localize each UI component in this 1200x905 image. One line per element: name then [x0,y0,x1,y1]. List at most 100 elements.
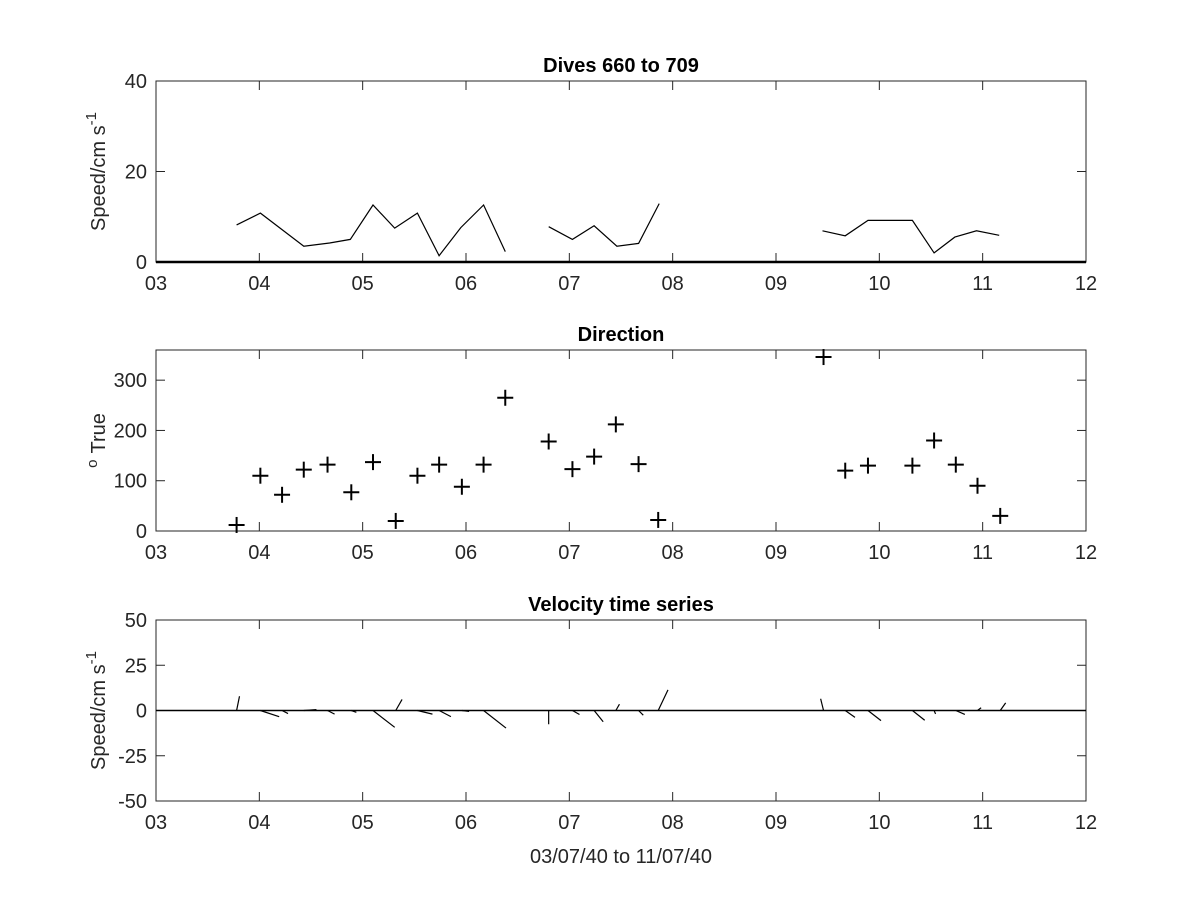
x-tick-label: 08 [662,273,684,295]
velocity-stick [327,709,335,715]
speed-line-segment [236,203,506,257]
velocity-stick [955,709,966,716]
x-tick-label: 09 [765,812,787,834]
x-tick-label: 09 [765,542,787,564]
y-axis-label: Speed/cm s-1 [83,651,110,770]
velocity-stick [844,710,856,718]
direction-marker [343,484,360,501]
velocity-stick [638,710,644,716]
y-axis-label-main: Speed/cm s [88,125,110,231]
x-tick-label: 04 [248,273,270,295]
velocity-stick [372,710,396,728]
x-tick-label: 04 [248,812,270,834]
x-tick-label: 09 [765,273,787,295]
speed-line-segment [822,219,1000,254]
x-tick-label: 03 [145,812,167,834]
velocity-stick [912,710,926,721]
x-tick-label: 03 [145,273,167,295]
y-tick-label: -25 [118,746,147,768]
y-tick-label: 300 [114,370,147,392]
direction-marker [926,432,943,449]
y-axis-label-main: True [88,413,110,453]
direction-marker [228,516,245,533]
x-tick-label: 08 [662,542,684,564]
direction-marker [630,456,647,473]
x-tick-label: 06 [455,273,477,295]
velocity-stick [483,710,507,729]
x-tick-label: 04 [248,542,270,564]
direction-marker [650,511,667,528]
y-tick-label: 50 [125,610,147,632]
direction-marker [409,467,426,484]
y-tick-label: 40 [125,71,147,93]
x-tick-label: 07 [558,273,580,295]
x-tick-label: 06 [455,812,477,834]
x-tick-label: 05 [352,812,374,834]
speed-line-segment [548,203,660,247]
panel-3: 03 04 05 06 07 08 09 10 11 12 -50 -25 0 25 50 Velocity … [83,594,1097,868]
velocity-stick [395,699,403,711]
velocity-stick [303,708,317,712]
x-tick-label: 10 [868,542,890,564]
y-tick-label: 0 [136,521,147,543]
velocity-stick [820,698,825,711]
direction-marker [497,389,514,406]
direction-marker [992,507,1009,524]
panel-2: 03 04 05 06 07 08 09 10 11 12 0 100 200 300 Direction o… [84,324,1097,564]
direction-marker [475,456,492,473]
y-tick-label: -50 [118,791,147,813]
direction-marker [607,416,624,433]
y-tick-label: 25 [125,655,147,677]
x-tick-label: 07 [558,542,580,564]
x-tick-label: 12 [1075,542,1097,564]
x-tick-label: 07 [558,812,580,834]
x-tick-label: 11 [972,273,993,295]
velocity-stick [593,710,604,723]
panel-title: Velocity time series [528,594,714,616]
axes-box [155,349,1087,532]
x-tick-label: 06 [455,542,477,564]
velocity-stick [657,689,669,711]
direction-marker [319,456,336,473]
velocity-stick [281,709,289,715]
x-axis-label: 03/07/40 to 11/07/40 [530,846,712,868]
velocity-stick [351,709,357,713]
x-tick-label: 11 [972,812,993,834]
panel-title: Dives 660 to 709 [543,55,699,77]
direction-marker [837,462,854,479]
y-tick-label: 0 [136,701,147,723]
direction-marker [540,433,557,450]
velocity-stick [977,707,982,711]
axes-box [155,80,1087,263]
velocity-stick [572,709,580,716]
panel-title: Direction [578,324,665,346]
velocity-stick [260,709,280,718]
x-tick-label: 10 [868,273,890,295]
direction-marker [252,467,269,484]
velocity-stick [867,710,882,722]
direction-marker [815,349,832,366]
y-axis-label: o True [84,413,110,468]
direction-marker [859,457,876,474]
direction-marker [564,461,581,478]
y-tick-label: 100 [114,471,147,493]
x-tick-label: 11 [972,542,993,564]
y-tick-label: 0 [136,252,147,274]
y-axis-label-sup: -1 [83,651,100,664]
velocity-stick [417,709,433,715]
y-tick-label: 200 [114,420,147,442]
y-axis-label-main: Speed/cm s [88,664,110,770]
direction-marker [904,457,921,474]
direction-marker [431,456,448,473]
direction-marker [969,477,986,494]
y-axis-label-sup: -1 [83,112,100,125]
velocity-stick [933,710,937,715]
x-tick-label: 08 [662,812,684,834]
panel-1: 03 04 05 06 07 08 09 10 11 12 0 20 40 Dives 660 to 70… [83,55,1097,295]
direction-marker [365,454,381,471]
velocity-stick [999,702,1007,711]
direction-marker [274,486,291,503]
velocity-stick [236,696,241,711]
